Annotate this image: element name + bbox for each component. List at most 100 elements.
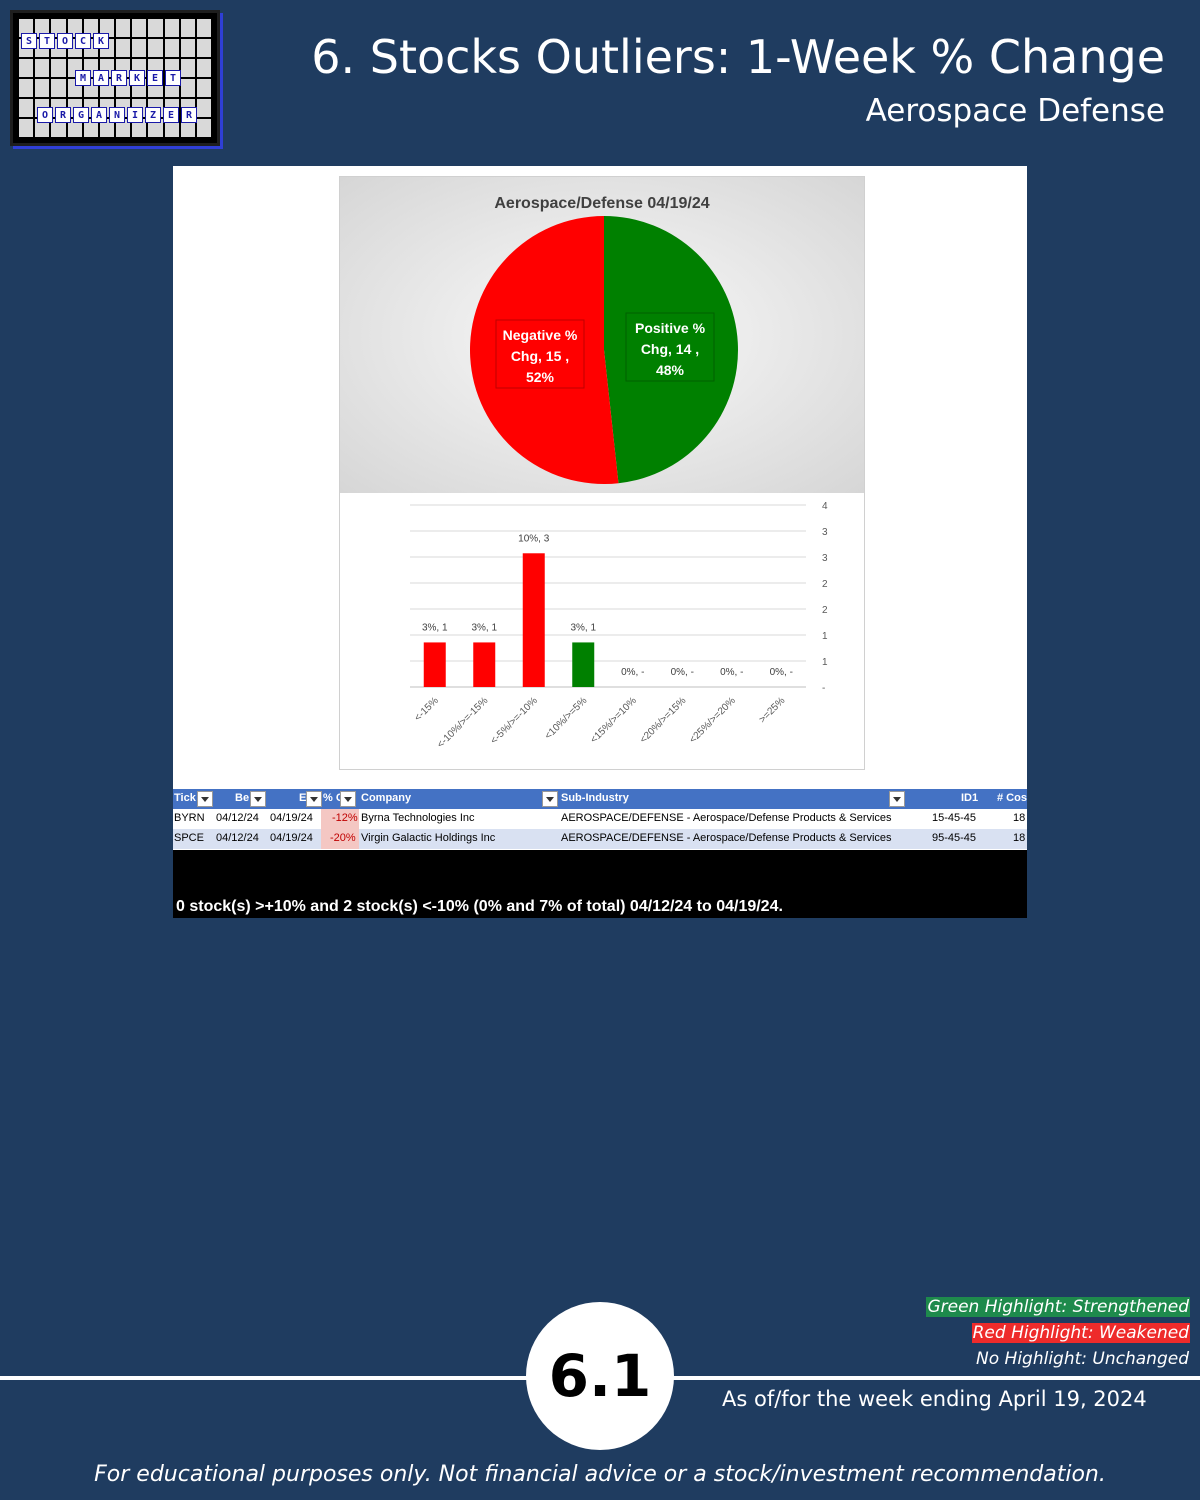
logo-letter: M xyxy=(75,70,91,86)
logo-tile xyxy=(51,79,66,97)
logo-tile xyxy=(164,19,179,37)
bar-data-label: 0%, - xyxy=(720,667,743,678)
pie-data-label: Chg, 15 , xyxy=(511,348,569,364)
bar-data-label: 3%, 1 xyxy=(570,622,596,633)
filter-dropdown-icon[interactable] xyxy=(340,791,356,807)
logo-tile xyxy=(180,59,195,77)
table-row[interactable]: BYRN 04/12/24 04/19/24 -12% Byrna Techno… xyxy=(173,809,1027,829)
table-row[interactable]: SPCE 04/12/24 04/19/24 -20% Virgin Galac… xyxy=(173,829,1027,849)
cell-company: Byrna Technologies Inc xyxy=(361,812,475,824)
logo-letter: G xyxy=(73,107,89,123)
filter-dropdown-icon[interactable] xyxy=(542,791,558,807)
logo-tile xyxy=(83,19,98,37)
logo-letter: A xyxy=(93,70,109,86)
logo-tile xyxy=(180,119,195,137)
y-tick-label: 2 xyxy=(822,579,828,590)
chart-frame: Aerospace/Defense 04/19/24 Positive % Chg,… xyxy=(339,176,865,770)
logo-tile xyxy=(196,99,211,117)
logo-tile xyxy=(116,119,131,137)
col-header-sub-industry[interactable]: Sub-Industry xyxy=(561,792,629,804)
cell-count: 18 xyxy=(1013,812,1026,824)
x-tick-label: <15%/>=10% xyxy=(588,695,639,746)
logo-letter: T xyxy=(165,70,181,86)
logo-letter: T xyxy=(39,33,55,49)
logo-tile xyxy=(35,19,50,37)
filter-dropdown-icon[interactable] xyxy=(197,791,213,807)
logo-letter: Z xyxy=(145,107,161,123)
cell-end-date: 04/19/24 xyxy=(270,832,313,844)
col-header-company[interactable]: Company xyxy=(361,792,412,804)
col-header-pct-change[interactable]: % C xyxy=(323,792,344,804)
col-header-count[interactable]: # Cos xyxy=(997,792,1027,804)
logo-tile xyxy=(132,119,147,137)
bar-data-label: 0%, - xyxy=(671,667,694,678)
y-tick-label: 1 xyxy=(822,631,828,642)
col-header-id1[interactable]: ID1 xyxy=(961,792,979,804)
logo-letter: E xyxy=(163,107,179,123)
x-tick-label: <10%/>=5% xyxy=(543,695,590,742)
col-header-end[interactable]: E xyxy=(299,792,307,804)
bar-data-label: 3%, 1 xyxy=(471,622,497,633)
disclaimer: For educational purposes only. Not finan… xyxy=(94,1462,1106,1487)
cell-sub-industry: AEROSPACE/DEFENSE - Aerospace/Defense Pr… xyxy=(561,832,892,844)
filter-dropdown-icon[interactable] xyxy=(889,791,905,807)
logo-letter: O xyxy=(57,33,73,49)
logo-tile xyxy=(148,39,163,57)
report-panel: Aerospace/Defense 04/19/24 Positive % Chg,… xyxy=(173,166,1027,918)
cell-sub-industry: AEROSPACE/DEFENSE - Aerospace/Defense Pr… xyxy=(561,812,892,824)
legend-no-highlight: No Highlight: Unchanged xyxy=(976,1349,1189,1369)
y-tick-label: 3 xyxy=(822,553,828,564)
legend-green-highlight: Green Highlight: Strengthened xyxy=(926,1297,1190,1317)
logo-tile xyxy=(51,59,66,77)
logo-tile xyxy=(180,79,195,97)
logo-letter: O xyxy=(37,107,53,123)
logo-tile xyxy=(19,59,34,77)
cell-count: 18 xyxy=(1013,832,1026,844)
logo-tile xyxy=(51,19,66,37)
cell-pct-change: -12% xyxy=(332,812,358,824)
cell-begin-date: 04/12/24 xyxy=(216,812,259,824)
x-tick-label: <-10%/>=-15% xyxy=(435,695,490,750)
page-subtitle: Aerospace Defense xyxy=(865,93,1165,129)
as-of-date: As of/for the week ending April 19, 2024 xyxy=(722,1387,1147,1411)
logo-tile xyxy=(196,19,211,37)
y-tick-label: 1 xyxy=(822,657,828,668)
logo-letter: C xyxy=(75,33,91,49)
logo-letter: S xyxy=(21,33,37,49)
logo-tile xyxy=(196,59,211,77)
filter-dropdown-icon[interactable] xyxy=(250,791,266,807)
cell-ticker: SPCE xyxy=(174,832,204,844)
logo-letter: R xyxy=(111,70,127,86)
col-header-begin[interactable]: Be xyxy=(235,792,250,804)
logo-tile xyxy=(196,119,211,137)
summary-bar: 0 stock(s) >+10% and 2 stock(s) <-10% (0… xyxy=(173,850,1027,918)
pie-data-label: Negative % xyxy=(503,327,578,343)
logo-tile xyxy=(35,119,50,137)
logo-tile xyxy=(132,19,147,37)
cell-begin-date: 04/12/24 xyxy=(216,832,259,844)
pie-data-label-box xyxy=(625,312,715,382)
bar-data-label: 0%, - xyxy=(621,667,644,678)
logo-letter: K xyxy=(93,33,109,49)
logo-tile xyxy=(148,119,163,137)
logo-tile xyxy=(116,39,131,57)
bar-data-label: 0%, - xyxy=(770,667,793,678)
pie-data-label: Chg, 14 , xyxy=(641,341,699,357)
pie-data-label: Positive % xyxy=(635,320,706,336)
filter-dropdown-icon[interactable] xyxy=(306,791,322,807)
logo-tile xyxy=(51,119,66,137)
col-header-ticker[interactable]: Tick xyxy=(174,792,196,804)
logo-tile xyxy=(67,119,82,137)
y-tick-label: 3 xyxy=(822,527,828,538)
table-header-row: Tick Be E % C Company Sub-Industry ID1 #… xyxy=(173,789,1027,809)
logo-tile xyxy=(83,119,98,137)
logo-tile xyxy=(132,39,147,57)
pie-chart: Aerospace/Defense 04/19/24 Positive % Chg,… xyxy=(470,195,739,484)
cell-end-date: 04/19/24 xyxy=(270,812,313,824)
logo-tile xyxy=(67,19,82,37)
logo-tile xyxy=(180,39,195,57)
